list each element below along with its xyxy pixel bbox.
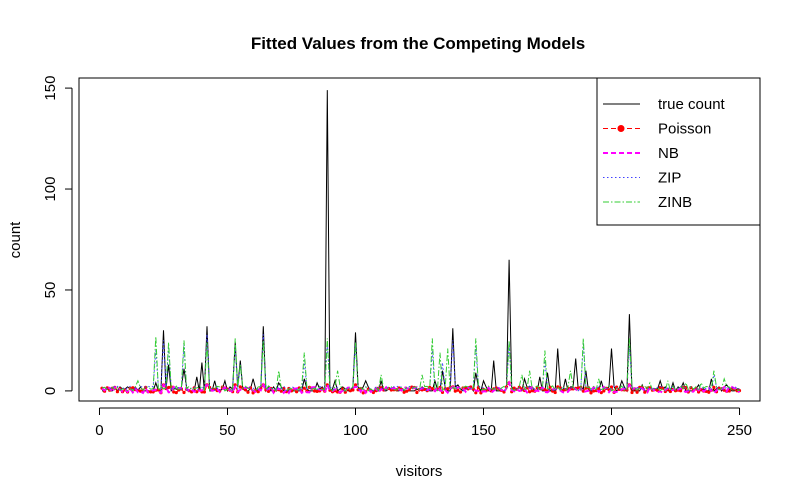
poisson-point — [458, 390, 463, 394]
x-tick-label: 150 — [471, 422, 496, 439]
poisson-point — [609, 385, 614, 389]
poisson-point — [295, 390, 299, 394]
poisson-point — [182, 390, 186, 395]
y-tick-label: 150 — [42, 76, 59, 101]
poisson-point — [202, 390, 206, 394]
legend-box — [596, 77, 761, 226]
y-axis: 0 50 100 150 — [42, 76, 73, 395]
x-tick-label: 200 — [599, 422, 624, 439]
poisson-point — [251, 391, 255, 395]
y-tick-label: 0 — [42, 387, 59, 395]
x-tick-label: 50 — [219, 422, 236, 439]
series-line-2 — [101, 380, 741, 395]
poisson-point — [707, 390, 711, 394]
legend: true count Poisson NB ZIP ZINB — [596, 77, 761, 226]
poisson-point — [684, 385, 688, 390]
x-axis: 0 50 100 150 200 250 — [95, 407, 752, 439]
poisson-point — [361, 391, 365, 395]
poisson-point — [195, 390, 199, 394]
poisson-point — [530, 389, 534, 393]
series-line-3 — [101, 334, 740, 393]
chart-title: Fitted Values from the Competing Models — [251, 34, 585, 53]
poisson-point — [594, 389, 598, 393]
poisson-point — [402, 390, 406, 394]
poisson-point — [453, 389, 457, 393]
poisson-point — [430, 387, 434, 391]
poisson-point — [353, 383, 358, 387]
legend-label: Poisson — [658, 121, 711, 138]
poisson-point — [356, 388, 360, 392]
series-layer — [100, 90, 742, 395]
poisson-point — [149, 390, 153, 394]
poisson-point — [302, 386, 306, 390]
poisson-point — [697, 390, 701, 394]
poisson-point — [727, 389, 731, 393]
poisson-point — [266, 389, 271, 393]
poisson-point — [474, 391, 478, 395]
poisson-point — [312, 389, 317, 393]
legend-label: ZIP — [658, 170, 681, 187]
poisson-point — [115, 390, 119, 394]
poisson-point — [405, 389, 409, 393]
x-axis-label: visitors — [396, 463, 443, 480]
poisson-point — [315, 389, 319, 393]
poisson-point — [351, 388, 355, 392]
x-tick-label: 100 — [343, 422, 368, 439]
poisson-point — [635, 390, 639, 394]
poisson-point — [238, 385, 242, 389]
poisson-point — [415, 390, 419, 395]
poisson-point — [643, 390, 647, 394]
poisson-point — [584, 386, 588, 390]
x-tick-label: 0 — [95, 422, 103, 439]
poisson-point — [174, 391, 178, 395]
x-tick-label: 250 — [727, 422, 752, 439]
poisson-point — [581, 389, 585, 393]
legend-label: NB — [658, 145, 679, 162]
poisson-point — [589, 391, 593, 395]
poisson-point — [341, 387, 345, 391]
poisson-point — [630, 390, 634, 395]
poisson-point — [602, 389, 606, 393]
poisson-point — [256, 390, 260, 394]
poisson-point — [243, 388, 247, 392]
y-axis-label: count — [7, 221, 24, 259]
y-tick-label: 100 — [42, 177, 59, 202]
poisson-point — [456, 388, 460, 392]
poisson-point — [131, 386, 135, 390]
poisson-point — [167, 385, 171, 390]
poisson-point — [528, 390, 532, 394]
poisson-point — [336, 390, 340, 394]
legend-label: true count — [658, 96, 726, 113]
poisson-point — [446, 387, 450, 391]
poisson-point — [343, 390, 347, 394]
series-line-4 — [101, 336, 740, 393]
poisson-point — [553, 390, 557, 395]
legend-marker — [617, 125, 625, 132]
poisson-point — [599, 391, 603, 395]
poisson-point — [679, 389, 683, 393]
poisson-point — [712, 385, 716, 389]
y-tick-label: 50 — [42, 282, 59, 299]
poisson-point — [172, 390, 176, 394]
poisson-point — [348, 389, 352, 393]
plot-area — [78, 77, 761, 402]
legend-label: ZINB — [658, 194, 692, 211]
poisson-point — [246, 390, 250, 394]
poisson-point — [592, 389, 596, 393]
